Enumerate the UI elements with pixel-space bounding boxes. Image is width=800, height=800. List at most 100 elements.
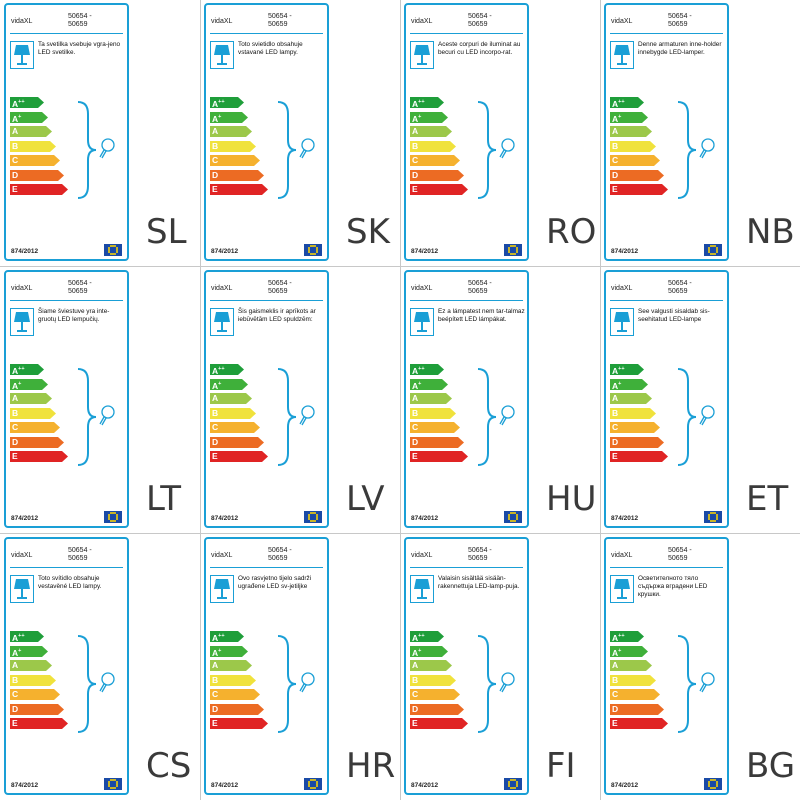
energy-class-bar: D bbox=[610, 436, 664, 448]
led-bulb-icon bbox=[696, 669, 718, 695]
energy-class-bar: C bbox=[610, 422, 660, 433]
energy-class-bar: C bbox=[410, 422, 460, 433]
energy-label-card: vidaXL 50654 -50659 Ovo rasvjetno tijelo s… bbox=[204, 537, 329, 795]
energy-class-bar: E bbox=[610, 451, 668, 462]
energy-class-label: E bbox=[212, 718, 218, 728]
energy-class-bar: A++ bbox=[10, 97, 44, 109]
energy-class-label: D bbox=[412, 703, 419, 714]
energy-class-bar: A+ bbox=[10, 111, 48, 123]
lamp-icon bbox=[10, 41, 34, 69]
language-code: RO bbox=[546, 212, 597, 252]
description-text: Осветителното тяло съдържа вградени LED … bbox=[638, 575, 708, 598]
energy-class-label: A+ bbox=[412, 647, 422, 658]
led-bulb-icon bbox=[696, 135, 718, 161]
description-text: Toto svietidlo obsahuje vstavané LED lam… bbox=[238, 41, 303, 56]
model-number: 50654 -50659 bbox=[668, 547, 692, 563]
energy-class-label: A bbox=[612, 660, 619, 670]
energy-class-bar: A++ bbox=[410, 97, 444, 109]
energy-class-label: B bbox=[12, 407, 19, 418]
energy-class-label: C bbox=[12, 689, 19, 699]
model-line-1: 50654 - bbox=[468, 13, 492, 20]
energy-class-bar: A++ bbox=[410, 631, 444, 643]
energy-class-bar: B bbox=[210, 407, 256, 419]
energy-class-label: A+ bbox=[412, 380, 422, 391]
energy-class-label: D bbox=[12, 436, 19, 447]
led-bulb-icon bbox=[96, 402, 118, 428]
energy-class-bar: D bbox=[410, 169, 464, 181]
energy-class-label: E bbox=[12, 718, 18, 728]
energy-class-bar: D bbox=[610, 169, 664, 181]
energy-class-label: A++ bbox=[212, 632, 225, 643]
energy-class-bar: C bbox=[210, 689, 260, 700]
model-line-2: 50659 bbox=[268, 21, 288, 28]
energy-class-label: A++ bbox=[412, 365, 425, 376]
energy-label-card: vidaXL 50654 -50659 Осветителното тяло съд… bbox=[604, 537, 729, 795]
energy-label-card: vidaXL 50654 -50659 Šis gaismeklis ir aprī… bbox=[204, 270, 329, 528]
bracket-icon bbox=[274, 367, 298, 467]
energy-class-bar: A bbox=[10, 660, 52, 671]
energy-label-card: vidaXL 50654 -50659 Šiame šviestuve yra in… bbox=[4, 270, 129, 528]
regulation-number: 874/2012 bbox=[411, 782, 439, 789]
energy-class-bar: D bbox=[10, 436, 64, 448]
header-divider bbox=[210, 300, 323, 301]
energy-class-bar: B bbox=[10, 407, 56, 419]
energy-class-bar: D bbox=[210, 436, 264, 448]
energy-label-card: vidaXL 50654 -50659 Denne armaturen inne-h… bbox=[604, 3, 729, 261]
energy-class-bar: A bbox=[210, 393, 252, 404]
eu-flag-icon bbox=[304, 244, 322, 256]
energy-class-label: C bbox=[612, 155, 619, 165]
grid-divider bbox=[600, 0, 601, 800]
model-line-2: 50659 bbox=[268, 288, 288, 295]
model-number: 50654 -50659 bbox=[668, 13, 692, 29]
energy-class-label: A+ bbox=[212, 647, 222, 658]
energy-class-bar: A+ bbox=[10, 378, 48, 390]
energy-class-label: E bbox=[212, 184, 218, 194]
energy-class-bar: E bbox=[10, 184, 68, 195]
regulation-number: 874/2012 bbox=[611, 248, 639, 255]
brand-name: vidaXL bbox=[11, 552, 33, 559]
energy-class-label: B bbox=[412, 140, 419, 151]
energy-class-label: D bbox=[12, 703, 19, 714]
energy-class-bar: D bbox=[410, 703, 464, 715]
header-divider bbox=[210, 567, 323, 568]
energy-class-bar: A++ bbox=[610, 364, 644, 376]
energy-class-label: C bbox=[12, 422, 19, 432]
language-code: CS bbox=[146, 746, 192, 786]
brand-name: vidaXL bbox=[611, 552, 633, 559]
energy-class-label: A++ bbox=[612, 365, 625, 376]
energy-class-bar: A bbox=[410, 660, 452, 671]
energy-class-bar: B bbox=[210, 674, 256, 686]
energy-class-label: E bbox=[412, 184, 418, 194]
label-cell-et: vidaXL 50654 -50659 See valgusti sisaldab … bbox=[600, 267, 800, 533]
model-number: 50654 -50659 bbox=[468, 13, 492, 29]
regulation-number: 874/2012 bbox=[11, 782, 39, 789]
model-line-2: 50659 bbox=[268, 555, 288, 562]
energy-class-bar: A++ bbox=[210, 97, 244, 109]
energy-class-label: A bbox=[412, 126, 419, 136]
energy-class-label: B bbox=[412, 674, 419, 685]
regulation-number: 874/2012 bbox=[411, 248, 439, 255]
description-text: Šiame šviestuve yra inte-gruotų LED lemp… bbox=[38, 308, 110, 323]
language-code: SK bbox=[346, 212, 390, 252]
energy-class-label: A++ bbox=[412, 632, 425, 643]
led-bulb-icon bbox=[496, 669, 518, 695]
energy-class-label: D bbox=[212, 169, 219, 180]
brand-name: vidaXL bbox=[11, 18, 33, 25]
energy-class-label: C bbox=[612, 422, 619, 432]
regulation-number: 874/2012 bbox=[411, 515, 439, 522]
eu-flag-icon bbox=[104, 511, 122, 523]
regulation-number: 874/2012 bbox=[211, 248, 239, 255]
energy-class-bar: A bbox=[410, 126, 452, 137]
energy-label-card: vidaXL 50654 -50659 Valaisin sisältää sisä… bbox=[404, 537, 529, 795]
energy-class-bar: E bbox=[210, 184, 268, 195]
language-code: ET bbox=[746, 479, 789, 519]
label-cell-sk: vidaXL 50654 -50659 Toto svietidlo obsahuj… bbox=[200, 0, 400, 266]
grid-divider bbox=[0, 533, 800, 534]
model-line-2: 50659 bbox=[468, 21, 488, 28]
energy-class-bar: A+ bbox=[610, 378, 648, 390]
eu-flag-icon bbox=[504, 778, 522, 790]
label-cell-ro: vidaXL 50654 -50659 Aceste corpuri de ilum… bbox=[400, 0, 600, 266]
energy-class-label: B bbox=[612, 140, 619, 151]
energy-class-bar: D bbox=[10, 703, 64, 715]
